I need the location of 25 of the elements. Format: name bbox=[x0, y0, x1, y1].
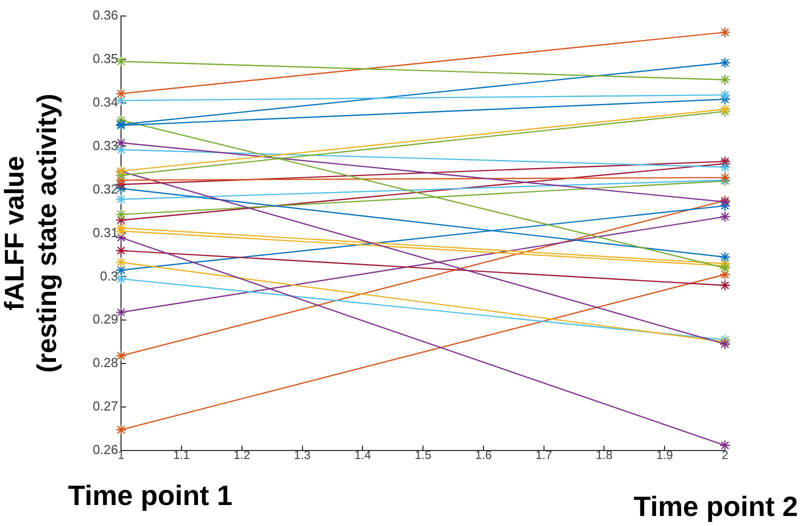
y-tick-label: 0.27 bbox=[92, 398, 118, 414]
x-tick-label: 1.9 bbox=[656, 448, 674, 462]
x-tick-label: 1.5 bbox=[414, 448, 432, 462]
y-tick-label: 0.35 bbox=[92, 50, 118, 66]
y-axis-title: fALFF value (resting state activity) bbox=[0, 94, 62, 373]
x-tick-label: 1.7 bbox=[535, 448, 552, 462]
text: Time point 1 bbox=[68, 480, 232, 511]
y-tick-label: 0.28 bbox=[92, 355, 118, 370]
y-tick-label: 0.29 bbox=[92, 312, 118, 327]
y-tick-label: 0.36 bbox=[92, 7, 118, 22]
y-tick-label: 0.3 bbox=[100, 268, 118, 284]
x-tick-label: 1.1 bbox=[173, 448, 190, 462]
y-tick-label: 0.31 bbox=[92, 224, 118, 240]
y-tick-label: 0.32 bbox=[92, 181, 118, 196]
x-tick-label: 1 bbox=[118, 448, 125, 462]
x-tick-label: 1.4 bbox=[354, 448, 372, 462]
x-tick-label: 1.2 bbox=[234, 448, 251, 462]
x-tick-label: 1.6 bbox=[475, 448, 492, 462]
y-tick-label: 0.26 bbox=[92, 442, 118, 458]
x-tick-label: 1.8 bbox=[596, 448, 613, 462]
y-tick-label: 0.34 bbox=[92, 94, 118, 110]
x-tick-label: 2 bbox=[722, 448, 729, 462]
text: Time point 2 bbox=[634, 491, 798, 522]
y-tick-label: 0.33 bbox=[92, 138, 118, 153]
x-tick-label: 1.3 bbox=[294, 448, 311, 462]
